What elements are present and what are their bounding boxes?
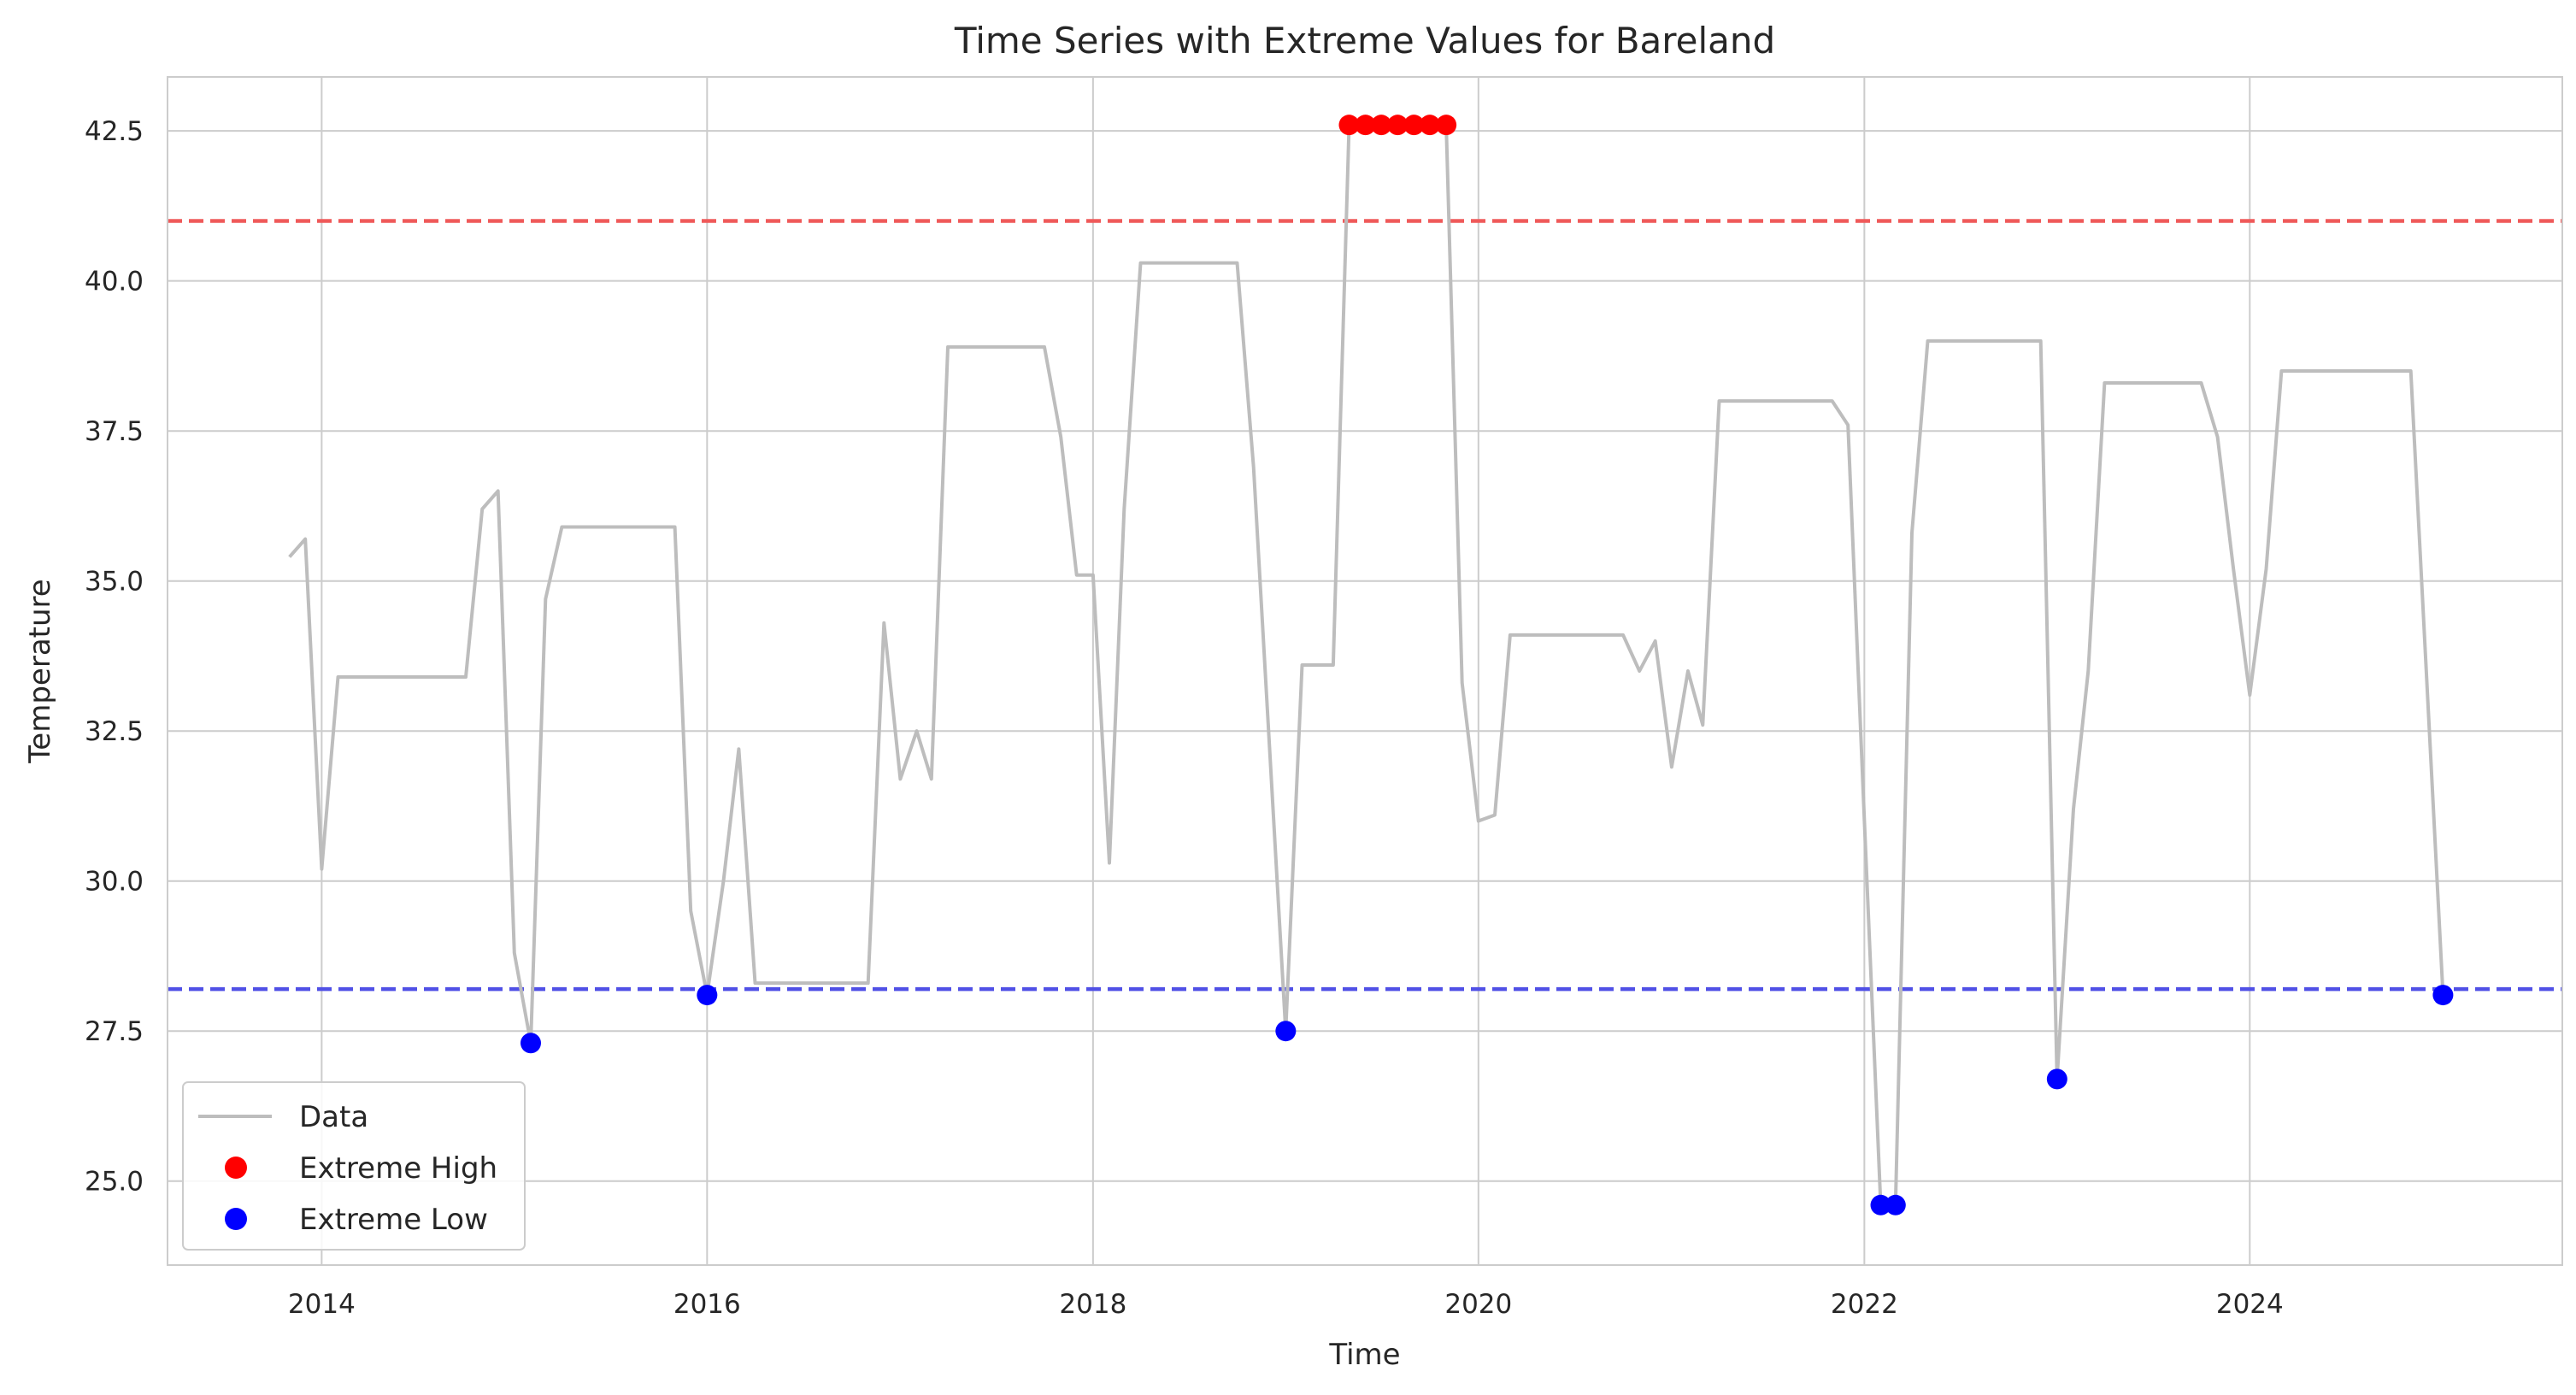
y-tick-label: 25.0: [85, 1167, 144, 1198]
x-tick-label: 2016: [673, 1289, 741, 1320]
chart-title: Time Series with Extreme Values for Bare…: [954, 20, 1775, 62]
legend-box: [182, 1081, 526, 1251]
y-tick-label: 30.0: [85, 867, 144, 898]
extreme-high-point: [1355, 115, 1376, 136]
x-tick-label: 2014: [288, 1289, 356, 1320]
threshold-lines: [168, 219, 2562, 992]
y-tick-label: 35.0: [85, 567, 144, 597]
y-axis-ticks: 25.0 27.5 30.0 32.5 35.0 37.5 40.0 42.5: [85, 116, 144, 1198]
legend-label-data: Data: [299, 1100, 368, 1134]
extreme-markers: [520, 115, 2454, 1215]
y-tick-label: 27.5: [85, 1016, 144, 1047]
extreme-high-point: [1371, 115, 1392, 136]
extreme-low-point: [1275, 1021, 1297, 1042]
legend-label-extreme-low: Extreme Low: [299, 1203, 488, 1237]
extreme-high-point: [1419, 115, 1440, 136]
extreme-low-point: [520, 1033, 541, 1054]
legend-dot-icon-high: [225, 1157, 247, 1179]
extreme-low-point: [1885, 1194, 1906, 1215]
data-series: [288, 123, 2445, 1207]
plot-frame: [167, 76, 2563, 1266]
legend-dot-icon-low: [225, 1208, 247, 1230]
y-axis-label: Temperature: [23, 579, 57, 763]
y-tick-label: 37.5: [85, 416, 144, 447]
extreme-high-point: [1436, 115, 1457, 136]
extreme-low-point: [697, 985, 718, 1006]
x-tick-label: 2020: [1444, 1289, 1512, 1320]
y-tick-label: 40.0: [85, 267, 144, 297]
data-series-line: [288, 123, 2445, 1207]
y-tick-label: 32.5: [85, 716, 144, 747]
legend: Data Extreme High Extreme Low: [182, 1081, 526, 1251]
y-tick-label: 42.5: [85, 116, 144, 147]
x-tick-label: 2022: [1831, 1289, 1898, 1320]
x-axis-label: Time: [1328, 1338, 1400, 1372]
extreme-low-point: [2432, 985, 2454, 1006]
extreme-low-point: [1870, 1194, 1891, 1215]
x-tick-label: 2018: [1059, 1289, 1126, 1320]
x-axis-ticks: 2014 2016 2018 2020 2022 2024: [288, 1289, 2284, 1320]
extreme-high-point: [1387, 115, 1409, 136]
x-tick-label: 2024: [2216, 1289, 2284, 1320]
extreme-low-point: [2046, 1068, 2067, 1090]
legend-label-extreme-high: Extreme High: [299, 1151, 497, 1186]
extreme-high-point: [1338, 115, 1360, 136]
extreme-high-point: [1403, 115, 1425, 136]
